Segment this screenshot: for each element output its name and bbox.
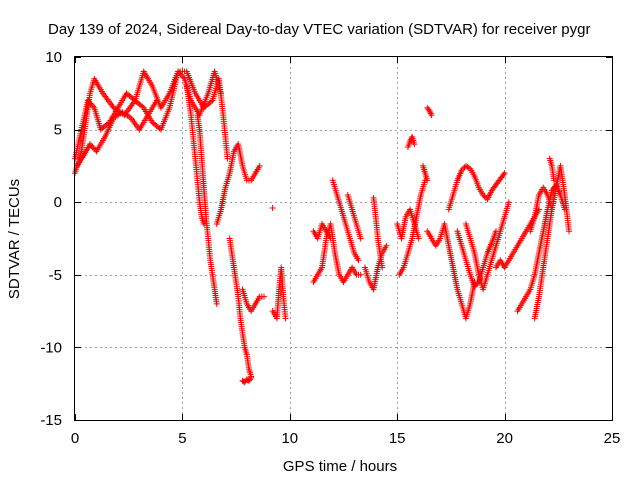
series-s21 <box>424 104 435 119</box>
data-point <box>379 264 386 271</box>
x-tick-label: 10 <box>281 430 298 447</box>
series-s9 <box>239 374 255 386</box>
series-s26 <box>462 199 512 293</box>
data-point <box>327 235 334 242</box>
data-point <box>139 103 146 110</box>
data-point <box>460 165 467 172</box>
data-point <box>269 205 276 212</box>
x-tick-label: 25 <box>604 430 621 447</box>
data-point <box>566 228 573 235</box>
series-s31 <box>546 155 558 184</box>
data-point <box>415 235 422 242</box>
series-s29 <box>531 162 573 322</box>
series-s2 <box>72 68 231 177</box>
x-tick-label: 15 <box>389 430 406 447</box>
data-point <box>355 257 362 264</box>
series-s10 <box>269 264 289 322</box>
data-point <box>481 193 488 200</box>
series-s4 <box>194 112 220 307</box>
data-point <box>501 170 508 177</box>
data-point <box>247 376 254 383</box>
data-point <box>282 315 289 322</box>
series-s19 <box>394 206 422 242</box>
data-point <box>383 242 390 249</box>
chart-title: Day 139 of 2024, Sidereal Day-to-day VTE… <box>48 21 590 38</box>
data-point <box>424 177 431 184</box>
data-point <box>427 109 434 116</box>
y-axis-label: SDTVAR / TECUs <box>6 179 23 299</box>
data-point <box>407 138 414 145</box>
data-point <box>90 103 97 110</box>
data-point <box>200 220 207 227</box>
data-point <box>87 141 94 148</box>
data-point <box>90 145 97 152</box>
data-point <box>153 97 160 104</box>
data-point <box>426 107 433 114</box>
data-point <box>89 144 96 151</box>
data-point <box>505 199 512 206</box>
data-point <box>458 167 465 174</box>
data-point <box>88 101 95 108</box>
data-point <box>465 164 472 171</box>
data-point <box>84 97 91 104</box>
data-point <box>551 177 558 184</box>
data-point <box>213 300 220 307</box>
data-point <box>427 110 434 117</box>
series-s8 <box>239 286 268 315</box>
x-tick-label: 5 <box>178 430 186 447</box>
data-point <box>500 171 507 178</box>
data-point <box>261 293 268 300</box>
series-s30 <box>527 184 555 235</box>
y-tick-label: -10 <box>40 339 62 356</box>
x-tick-label: 0 <box>71 430 79 447</box>
series-s3 <box>74 97 160 169</box>
series-s20 <box>404 133 418 151</box>
series-s16 <box>361 242 390 293</box>
series-s17 <box>370 194 386 271</box>
series-s6 <box>213 141 263 227</box>
series-s5 <box>183 83 207 227</box>
data-point <box>248 374 255 381</box>
series-s25 <box>454 228 500 290</box>
data-point <box>411 141 418 148</box>
series-s15 <box>344 191 364 242</box>
series-s22 <box>419 162 431 184</box>
y-tick-label: 0 <box>54 194 62 211</box>
y-tick-label: -5 <box>49 267 62 284</box>
y-tick-label: 5 <box>54 122 62 139</box>
data-point <box>224 155 231 162</box>
grid-lines <box>75 57 612 420</box>
series-s13 <box>310 220 334 242</box>
data-point <box>472 281 479 288</box>
axis-ticks <box>75 57 613 421</box>
y-tick-label: 10 <box>45 49 62 66</box>
series-s24 <box>445 162 508 213</box>
data-point <box>88 142 95 149</box>
series-s18 <box>396 177 429 278</box>
plot-frame <box>74 56 613 421</box>
data-point <box>548 206 555 213</box>
data-point <box>208 98 215 105</box>
data-point <box>256 162 263 169</box>
data-marks <box>72 68 573 386</box>
data-point <box>480 191 487 198</box>
data-point <box>180 74 187 81</box>
tick-labels: 0 5 10 15 20 25 -15 -10 -5 0 5 10 <box>40 49 620 447</box>
data-point <box>471 283 478 290</box>
y-tick-label: -15 <box>40 412 62 429</box>
series-s14 <box>329 177 362 264</box>
series-s11 <box>269 205 276 212</box>
series-s7 <box>226 235 255 380</box>
data-point <box>428 112 435 119</box>
x-axis-label: GPS time / hours <box>283 458 397 475</box>
data-point <box>357 235 364 242</box>
data-point <box>357 271 364 278</box>
x-tick-label: 20 <box>496 430 513 447</box>
